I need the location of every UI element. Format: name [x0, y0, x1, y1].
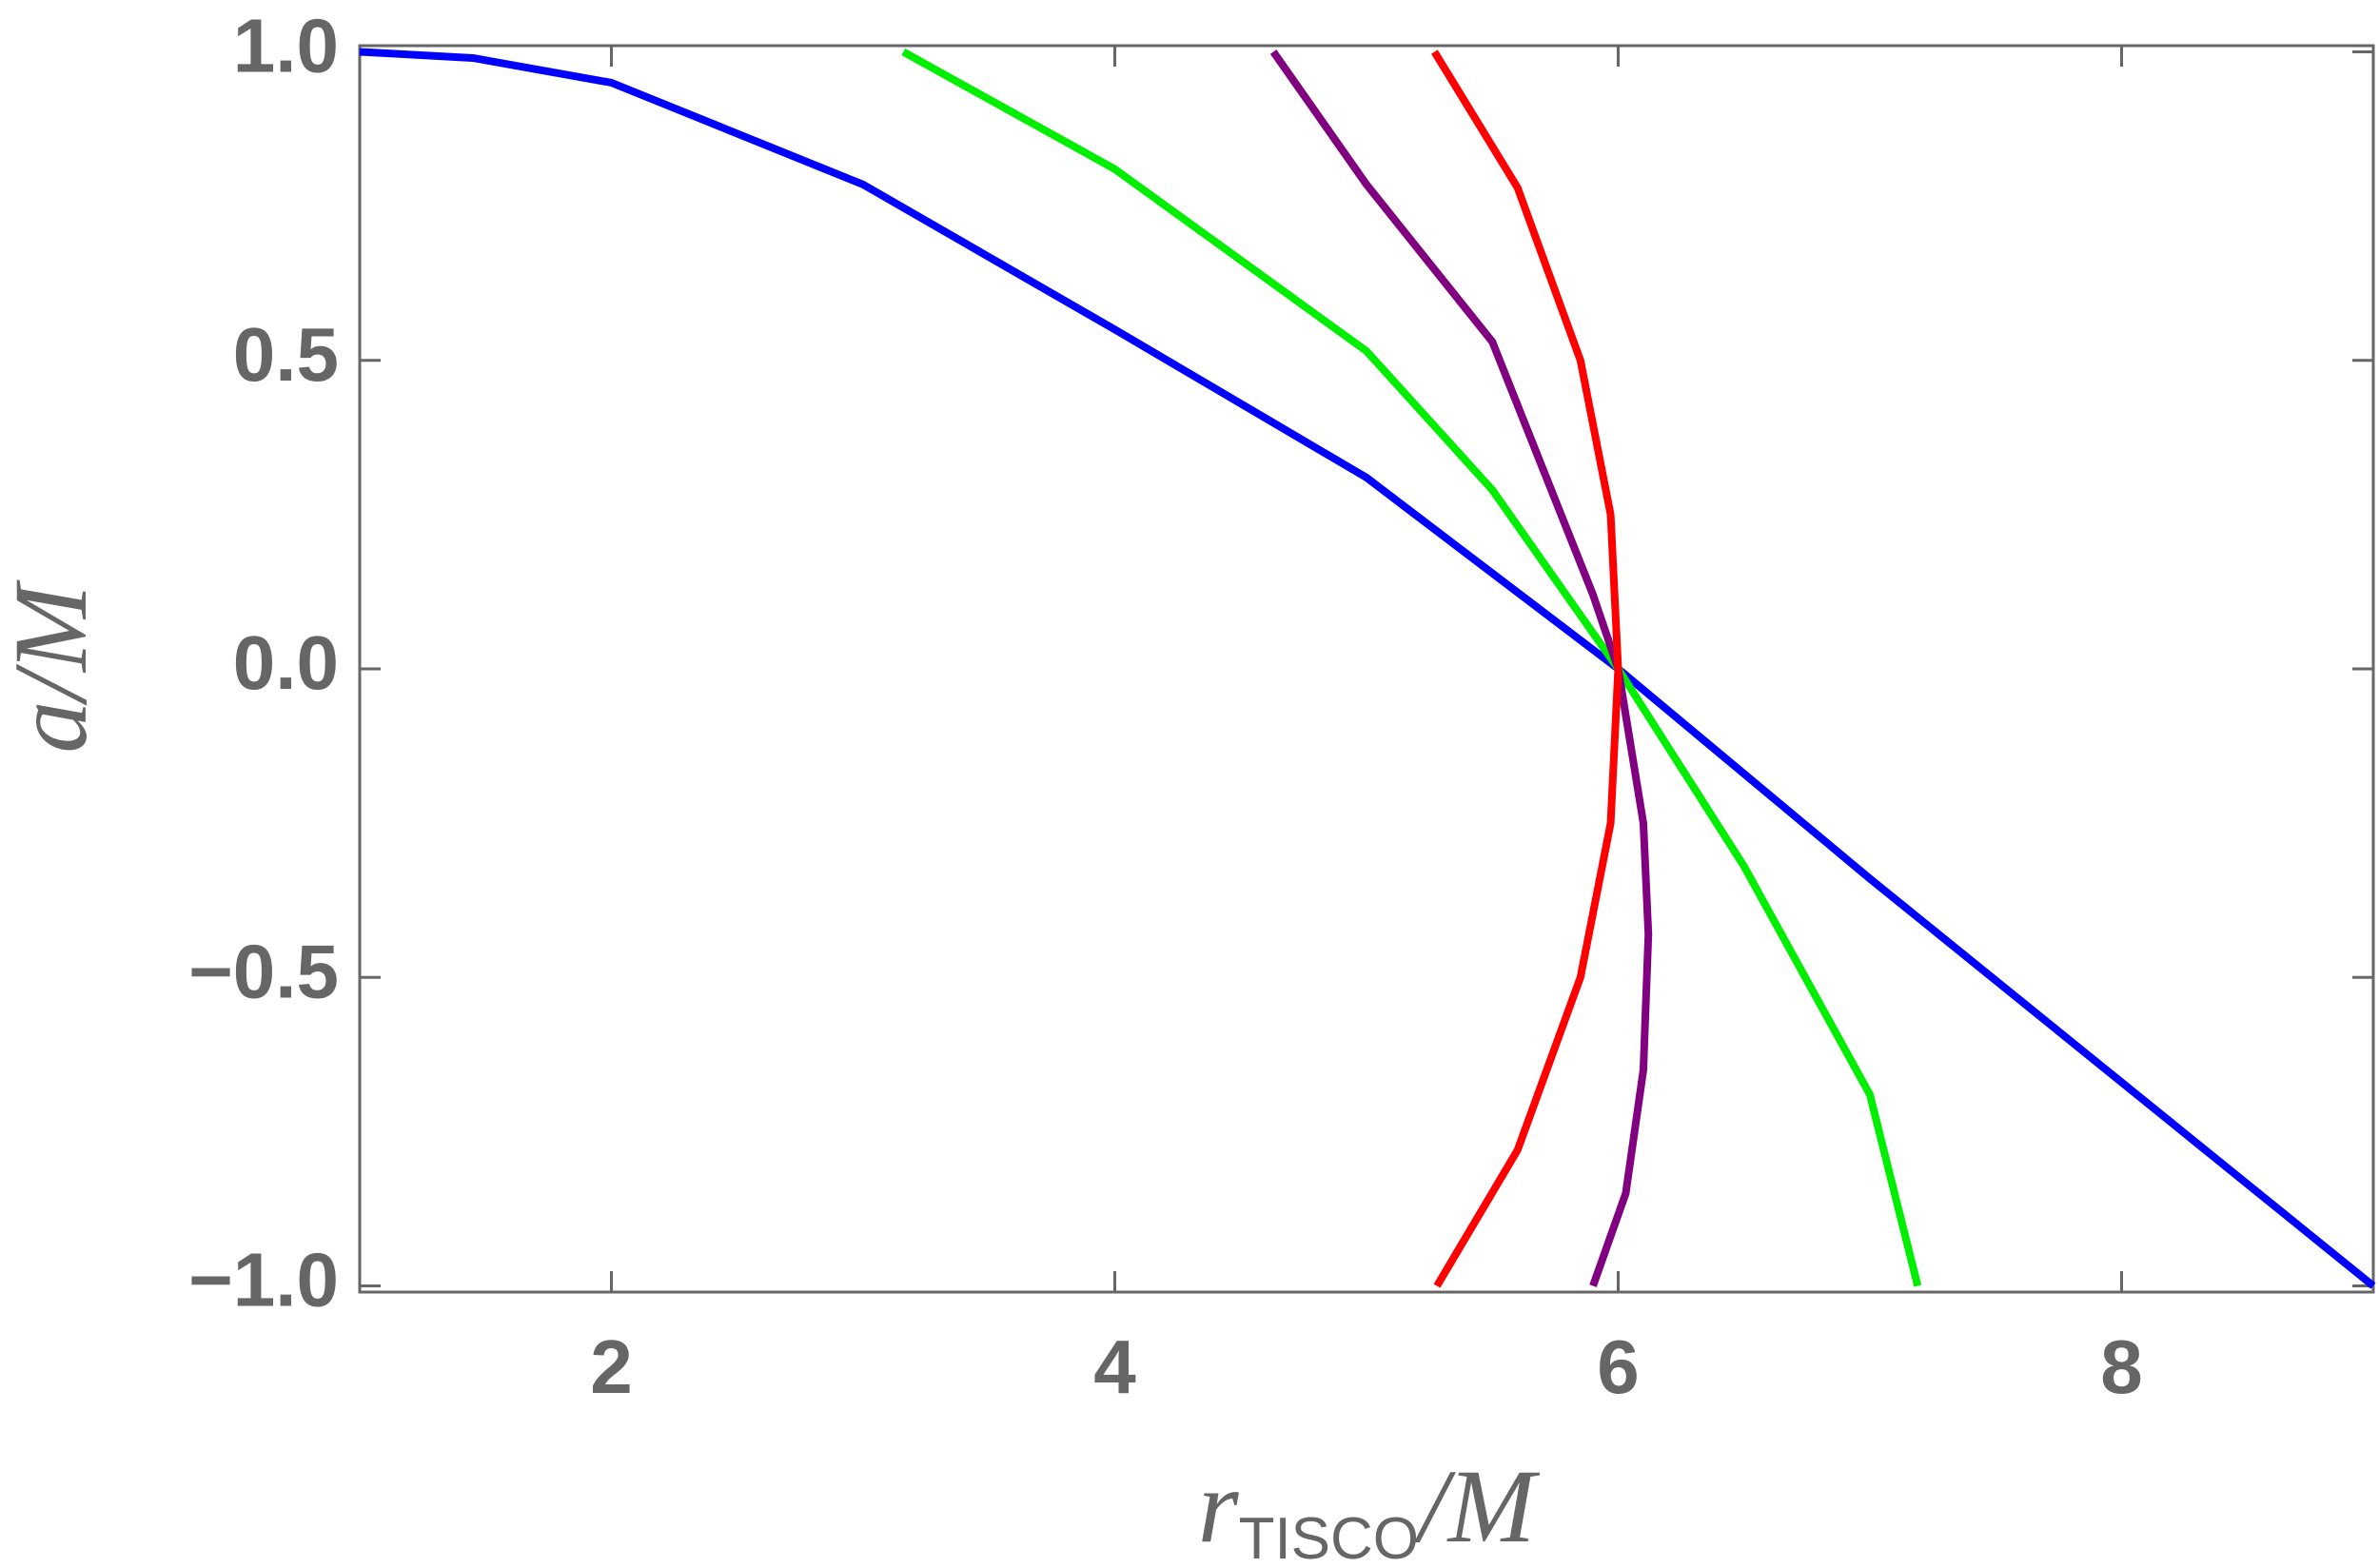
series-line: [359, 48, 2376, 1289]
series-line: [901, 48, 1922, 1287]
plot-frame: [358, 44, 2375, 1294]
x-label-main: r: [1198, 1448, 1240, 1564]
x-tick-label: 8: [2100, 1324, 2143, 1409]
x-label-rest: /M: [1413, 1448, 1541, 1564]
series-line: [1431, 49, 1622, 1288]
y-tick-label: 1.0: [233, 4, 339, 88]
y-tick-label: −0.5: [188, 929, 339, 1013]
series-line: [1269, 49, 1653, 1287]
x-tick-label: 6: [1597, 1324, 1640, 1409]
y-tick-label: −1.0: [188, 1238, 339, 1323]
y-tick-label: 0.5: [233, 312, 339, 397]
x-tick-label: 2: [590, 1324, 633, 1409]
x-axis-label: rTISCO/M: [1198, 1448, 1541, 1568]
y-tick-label: 0.0: [233, 620, 339, 705]
x-label-sub: TISCO: [1239, 1506, 1419, 1568]
x-tick-label: 4: [1093, 1324, 1136, 1409]
y-axis-label: a/M: [0, 579, 108, 754]
